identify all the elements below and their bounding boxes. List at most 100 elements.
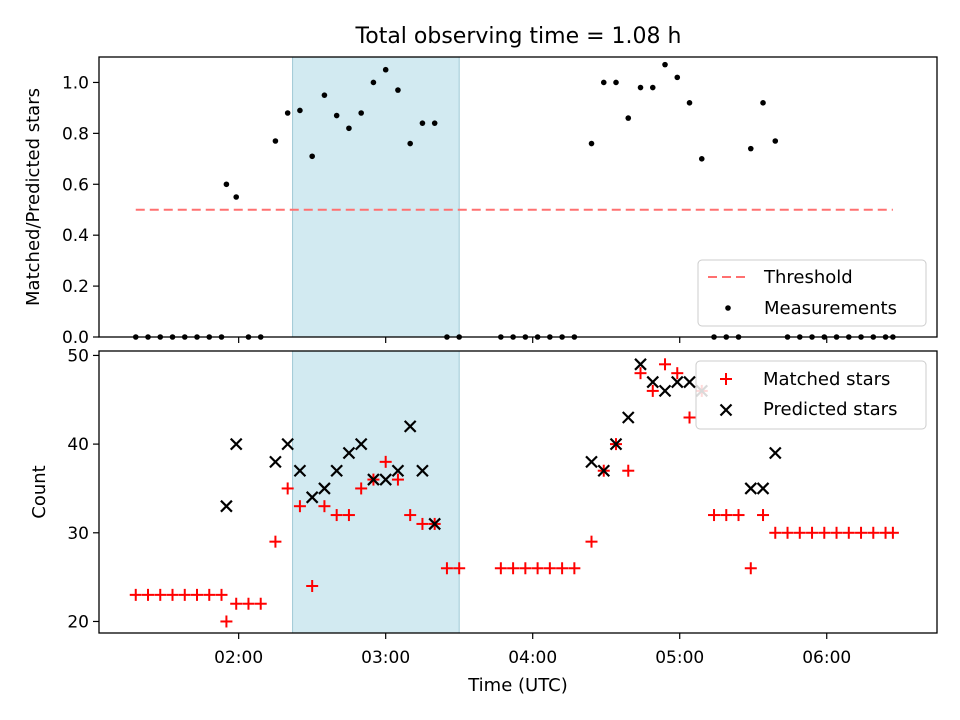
x-axis-label: Time (UTC): [467, 675, 568, 696]
x-axis: 02:00 03:00 04:00 05:00 06:00: [214, 633, 851, 668]
top-plot-frame: [98, 56, 938, 338]
measurement-point: [698, 156, 705, 162]
predicted-star-point: [646, 375, 660, 389]
measurement-point: [382, 66, 389, 73]
measurement-point: [358, 110, 364, 116]
measurement-point: [772, 138, 779, 144]
bottom-plot-frame: [98, 350, 938, 634]
matched-star-point: [659, 358, 672, 371]
matched-star-point: [254, 597, 267, 610]
top-legend: Threshold Measurements: [697, 259, 927, 327]
matched-star-point: [781, 526, 794, 539]
chart-title: Total observing time = 1.08 h: [355, 24, 682, 49]
predicted-star-point-b: [269, 455, 282, 469]
predicted-star-point-b: [220, 499, 233, 513]
measurement-point: [321, 92, 328, 98]
predicted-star-point: [658, 384, 672, 398]
predicted-star-point: [229, 437, 243, 451]
legend-predicted-label: Predicted stars: [763, 399, 897, 420]
measurement-point: [395, 87, 401, 93]
shaded-region: [292, 56, 460, 338]
y-tick-label: 0.4: [62, 226, 89, 246]
y-tick-label: 20: [67, 612, 89, 632]
predicted-star-point-b: [585, 455, 598, 469]
matched-star-point: [744, 562, 757, 575]
predicted-star-point: [379, 473, 392, 486]
matched-star-point: [318, 500, 331, 513]
predicted-star-point: [318, 482, 331, 495]
matched-star-point: [281, 482, 294, 495]
matched-star-point: [568, 562, 581, 575]
matched-star-point: [342, 509, 355, 522]
x-tick-label: 04:00: [508, 648, 557, 668]
legend-matched-label: Matched stars: [763, 369, 890, 390]
predicted-star-point-b: [744, 482, 758, 495]
matched-star-point: [806, 526, 819, 539]
predicted-star-point-b: [428, 517, 441, 531]
observing-span: [292, 56, 460, 338]
predicted-star-point-b: [305, 491, 319, 504]
y-tick-label: 50: [67, 346, 89, 366]
predicted-star-point-b: [609, 437, 623, 451]
predicted-star-point: [756, 482, 770, 495]
matched-star-point: [708, 509, 721, 522]
predicted-star-point: [428, 517, 441, 531]
measurement-point: [600, 79, 607, 86]
matched-star-point: [142, 588, 155, 601]
predicted-star-point-b: [683, 375, 696, 389]
predicted-star-point-b: [330, 464, 343, 477]
matched-star-point: [720, 509, 733, 522]
predicted-star-point: [330, 464, 343, 477]
predicted-star-point: [220, 499, 233, 513]
predicted-star-point-b: [646, 375, 660, 389]
measurement-point: [419, 120, 426, 126]
predicted-star-point-b: [634, 358, 647, 371]
matched-star-point: [166, 588, 179, 601]
measurement-point: [662, 61, 668, 68]
measurement-point: [233, 194, 240, 200]
matched-star-point: [867, 526, 880, 539]
measurement-point: [333, 112, 340, 119]
bottom-y-axis-label: Count: [29, 465, 50, 518]
count-points: [129, 358, 899, 628]
predicted-star-point: [391, 464, 405, 477]
matched-star-point: [404, 509, 417, 522]
predicted-star-point: [769, 446, 782, 460]
matched-star-point: [215, 588, 228, 601]
x-tick-label: 05:00: [655, 648, 704, 668]
measurement-point: [613, 79, 619, 86]
predicted-star-point: [585, 455, 598, 469]
x-tick-label: 02:00: [214, 648, 263, 668]
predicted-star-point-b: [391, 464, 405, 477]
measurement-point: [309, 153, 315, 160]
matched-star-point: [830, 526, 843, 539]
predicted-star-point-b: [367, 473, 380, 486]
predicted-star-point: [342, 446, 356, 460]
measurement-point: [272, 138, 279, 144]
legend-measurement-label: Measurements: [764, 298, 897, 319]
measurement-point: [625, 115, 632, 121]
y-tick-label: 0.0: [62, 328, 89, 348]
matched-star-point: [634, 367, 647, 380]
measurement-point: [431, 120, 438, 126]
bottom-panel: 20 30 40 50 02:00 03:00 04:00 05:00 06:00 Count…: [29, 346, 938, 696]
predicted-star-point: [609, 437, 623, 451]
predicted-star-point-b: [756, 482, 770, 495]
y-tick-label: 1.0: [62, 73, 89, 93]
matched-star-point: [379, 455, 392, 468]
legend-predicted-swatch: [719, 403, 733, 417]
predicted-star-point-b: [670, 375, 684, 389]
predicted-star-point-b: [621, 411, 635, 424]
matched-star-point: [453, 562, 466, 575]
bottom-legend: Matched stars Predicted stars: [695, 360, 927, 430]
measurement-point: [674, 74, 681, 81]
legend-predicted-swatch-b: [719, 403, 733, 417]
y-tick-label: 0.6: [62, 175, 89, 195]
matched-star-point: [646, 384, 659, 397]
predicted-star-point-b: [416, 464, 429, 477]
legend-measurement-swatch: [725, 305, 731, 311]
measurement-point: [407, 140, 413, 147]
matched-star-point: [440, 562, 453, 575]
x-tick-label: 06:00: [802, 648, 851, 668]
predicted-star-point-b: [318, 482, 331, 495]
